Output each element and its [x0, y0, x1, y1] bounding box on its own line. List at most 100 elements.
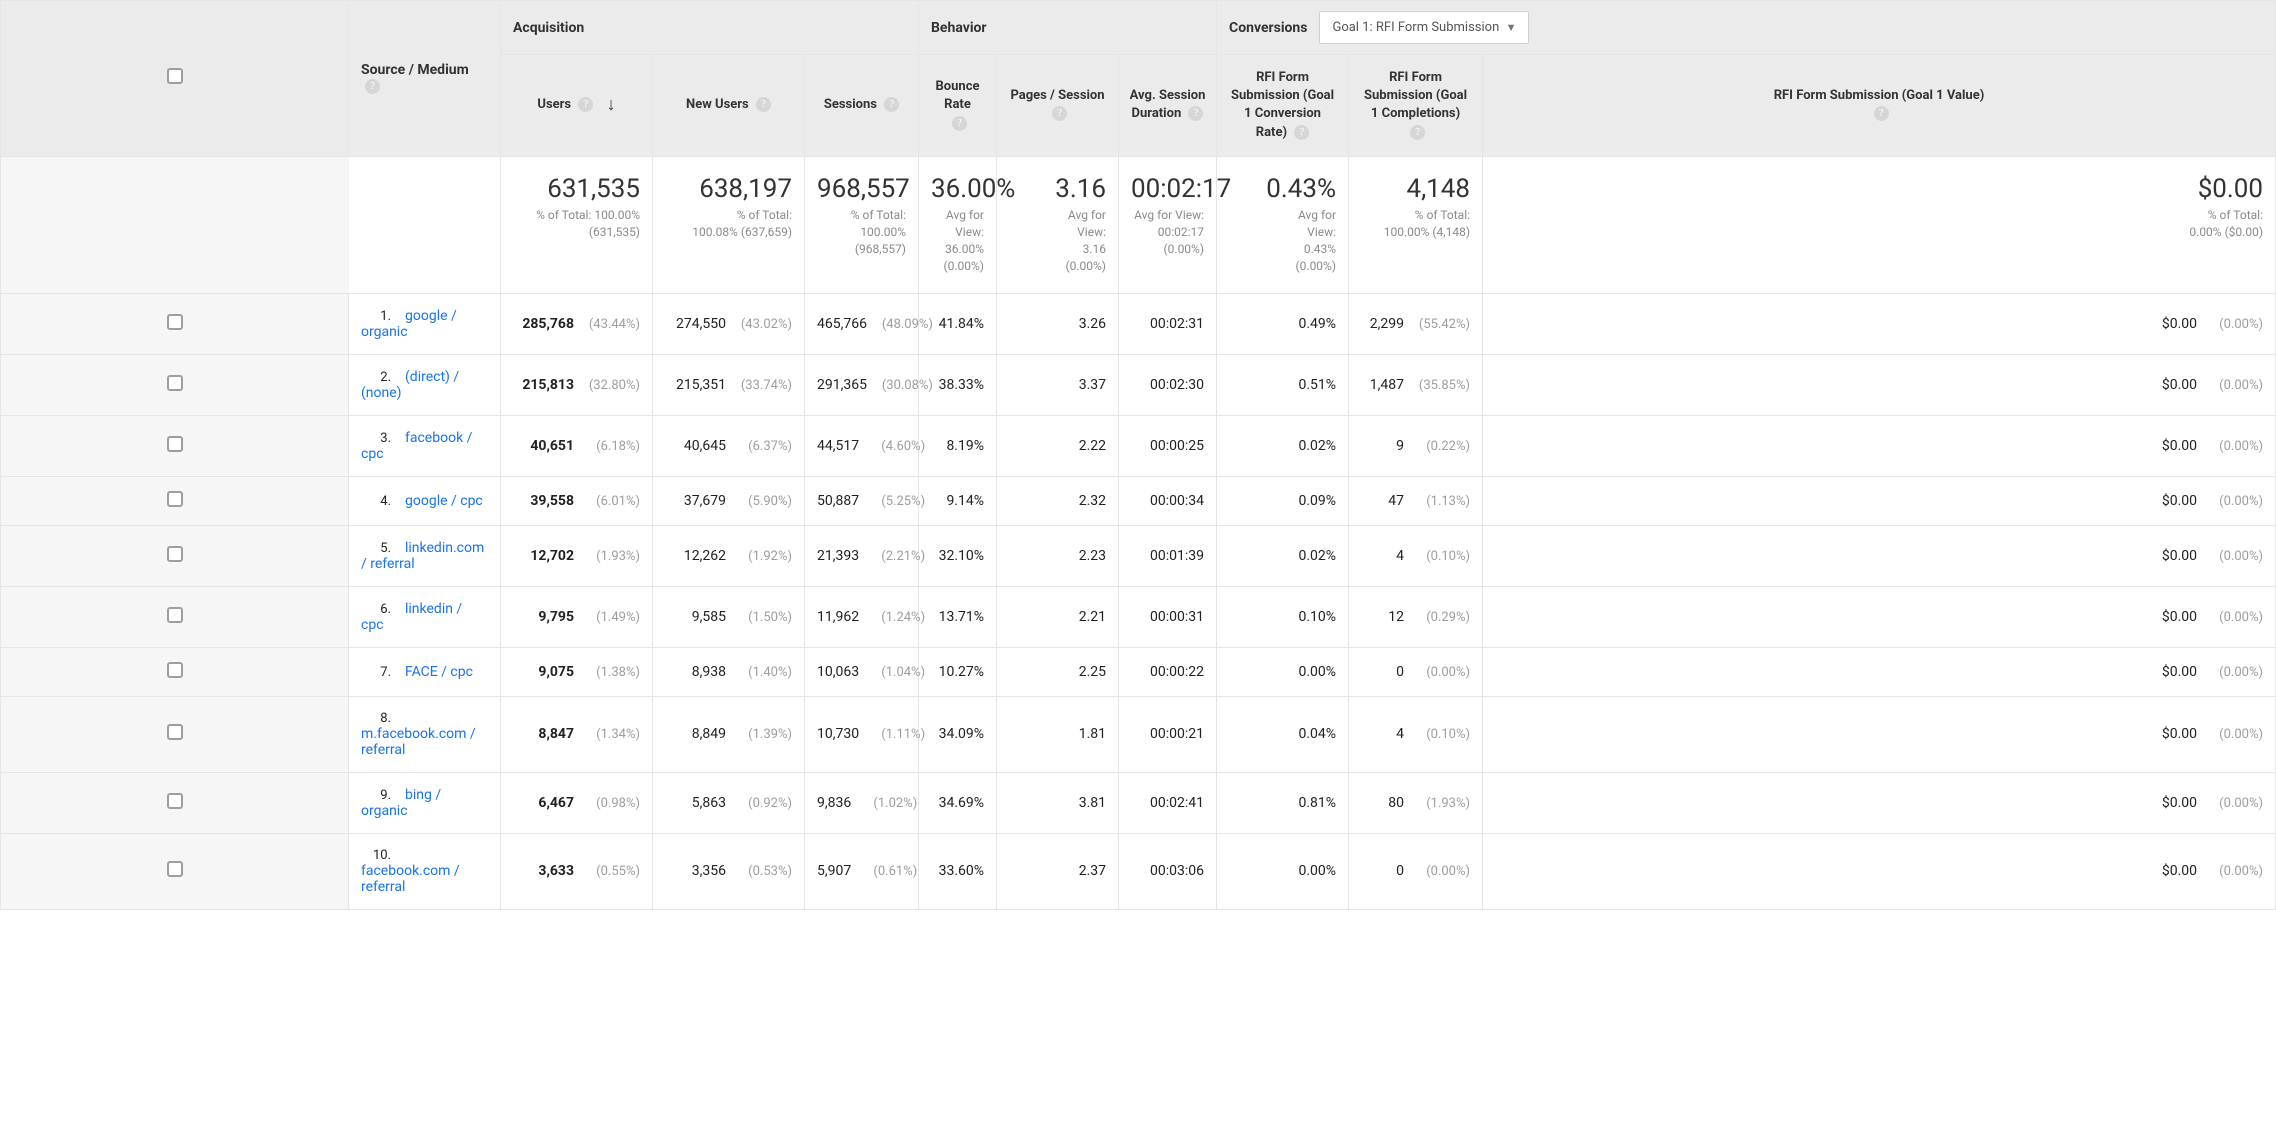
cell-pps: 3.81 [997, 772, 1119, 833]
table-row: 8.m.facebook.com / referral8,847(1.34%)8… [1, 696, 2276, 772]
metric-header-goal-rate[interactable]: RFI Form Submission (Goal 1 Conversion R… [1217, 55, 1349, 157]
cell-pps: 2.23 [997, 525, 1119, 586]
cell-pps: 1.81 [997, 696, 1119, 772]
cell-bounce: 13.71% [919, 586, 997, 647]
cell-new-users: 40,645(6.37%) [653, 415, 805, 476]
conversion-goal-select[interactable]: Goal 1: RFI Form Submission ▼ [1319, 11, 1529, 44]
analytics-table: Source / Medium ? Acquisition Behavior C… [0, 0, 2276, 910]
source-medium-link[interactable]: m.facebook.com / referral [361, 726, 476, 758]
dimension-header[interactable]: Source / Medium ? [349, 1, 501, 157]
cell-val: $0.00(0.00%) [1483, 586, 2276, 647]
help-icon[interactable]: ? [756, 97, 771, 112]
cell-rate: 0.02% [1217, 415, 1349, 476]
row-index: 6. [361, 602, 391, 617]
row-checkbox[interactable] [167, 793, 183, 809]
group-conversions: Conversions Goal 1: RFI Form Submission … [1217, 1, 2276, 55]
metric-header-pages-session[interactable]: Pages / Session? [997, 55, 1119, 157]
source-medium-link[interactable]: FACE / cpc [405, 664, 473, 680]
cell-users: 39,558(6.01%) [501, 476, 653, 525]
cell-rate: 0.51% [1217, 354, 1349, 415]
cell-sessions: 50,887(5.25%) [805, 476, 919, 525]
dimension-cell: 2.(direct) / (none) [349, 354, 501, 415]
help-icon[interactable]: ? [1294, 125, 1309, 140]
metric-header-goal-completions[interactable]: RFI Form Submission (Goal 1 Completions)… [1349, 55, 1483, 157]
group-acquisition: Acquisition [501, 1, 919, 55]
row-checkbox[interactable] [167, 861, 183, 877]
row-checkbox[interactable] [167, 662, 183, 678]
row-checkbox[interactable] [167, 375, 183, 391]
help-icon[interactable]: ? [1188, 106, 1203, 121]
row-index: 7. [361, 665, 391, 680]
cell-users: 215,813(32.80%) [501, 354, 653, 415]
row-checkbox[interactable] [167, 607, 183, 623]
row-checkbox[interactable] [167, 436, 183, 452]
cell-pps: 2.25 [997, 647, 1119, 696]
summary-dur: 00:02:17Avg for View:00:02:17(0.00%) [1119, 156, 1217, 293]
dimension-cell: 8.m.facebook.com / referral [349, 696, 501, 772]
row-checkbox-cell [1, 696, 349, 772]
select-all-cell [1, 1, 349, 157]
row-index: 4. [361, 494, 391, 509]
cell-new-users: 3,356(0.53%) [653, 833, 805, 909]
help-icon[interactable]: ? [578, 97, 593, 112]
metric-header-goal-value[interactable]: RFI Form Submission (Goal 1 Value)? [1483, 55, 2276, 157]
cell-users: 285,768(43.44%) [501, 293, 653, 354]
row-checkbox[interactable] [167, 546, 183, 562]
help-icon[interactable]: ? [1052, 106, 1067, 121]
summary-val: $0.00% of Total:0.00% ($0.00) [1483, 156, 2276, 293]
cell-sessions: 5,907(0.61%) [805, 833, 919, 909]
help-icon[interactable]: ? [365, 79, 380, 94]
cell-users: 40,651(6.18%) [501, 415, 653, 476]
cell-val: $0.00(0.00%) [1483, 354, 2276, 415]
metric-header-avg-duration[interactable]: Avg. Session Duration ? [1119, 55, 1217, 157]
metric-header-users[interactable]: Users ? ↓ [501, 55, 653, 157]
dimension-cell: 7. FACE / cpc [349, 647, 501, 696]
cell-pps: 2.21 [997, 586, 1119, 647]
cell-comp: 2,299(55.42%) [1349, 293, 1483, 354]
cell-rate: 0.00% [1217, 647, 1349, 696]
dimension-label: Source / Medium [361, 62, 469, 78]
select-all-checkbox[interactable] [167, 68, 183, 84]
metric-header-new-users[interactable]: New Users ? [653, 55, 805, 157]
source-medium-link[interactable]: google / cpc [405, 493, 483, 509]
metric-header-sessions[interactable]: Sessions ? [805, 55, 919, 157]
row-checkbox[interactable] [167, 724, 183, 740]
cell-comp: 0(0.00%) [1349, 647, 1483, 696]
metric-header-bounce-rate[interactable]: Bounce Rate? [919, 55, 997, 157]
cell-rate: 0.10% [1217, 586, 1349, 647]
cell-sessions: 10,063(1.04%) [805, 647, 919, 696]
conversions-label: Conversions [1229, 20, 1307, 36]
cell-dur: 00:02:31 [1119, 293, 1217, 354]
cell-sessions: 11,962(1.24%) [805, 586, 919, 647]
row-checkbox[interactable] [167, 491, 183, 507]
dimension-cell: 10.facebook.com / referral [349, 833, 501, 909]
cell-new-users: 215,351(33.74%) [653, 354, 805, 415]
cell-bounce: 34.69% [919, 772, 997, 833]
dimension-cell: 9.bing / organic [349, 772, 501, 833]
cell-val: $0.00(0.00%) [1483, 772, 2276, 833]
cell-comp: 0(0.00%) [1349, 833, 1483, 909]
row-checkbox-cell [1, 586, 349, 647]
dimension-cell: 5.linkedin.com / referral [349, 525, 501, 586]
help-icon[interactable]: ? [1410, 125, 1425, 140]
cell-bounce: 9.14% [919, 476, 997, 525]
cell-sessions: 291,365(30.08%) [805, 354, 919, 415]
help-icon[interactable]: ? [884, 97, 899, 112]
help-icon[interactable]: ? [952, 116, 967, 131]
source-medium-link[interactable]: facebook.com / referral [361, 863, 460, 895]
cell-val: $0.00(0.00%) [1483, 525, 2276, 586]
table-row: 3.facebook / cpc40,651(6.18%)40,645(6.37… [1, 415, 2276, 476]
cell-new-users: 5,863(0.92%) [653, 772, 805, 833]
cell-pps: 2.37 [997, 833, 1119, 909]
cell-dur: 00:00:21 [1119, 696, 1217, 772]
cell-new-users: 8,849(1.39%) [653, 696, 805, 772]
cell-rate: 0.49% [1217, 293, 1349, 354]
row-checkbox[interactable] [167, 314, 183, 330]
cell-sessions: 44,517(4.60%) [805, 415, 919, 476]
cell-new-users: 9,585(1.50%) [653, 586, 805, 647]
cell-comp: 4(0.10%) [1349, 525, 1483, 586]
help-icon[interactable]: ? [1874, 106, 1889, 121]
row-checkbox-cell [1, 476, 349, 525]
table-row: 5.linkedin.com / referral12,702(1.93%)12… [1, 525, 2276, 586]
cell-sessions: 21,393(2.21%) [805, 525, 919, 586]
